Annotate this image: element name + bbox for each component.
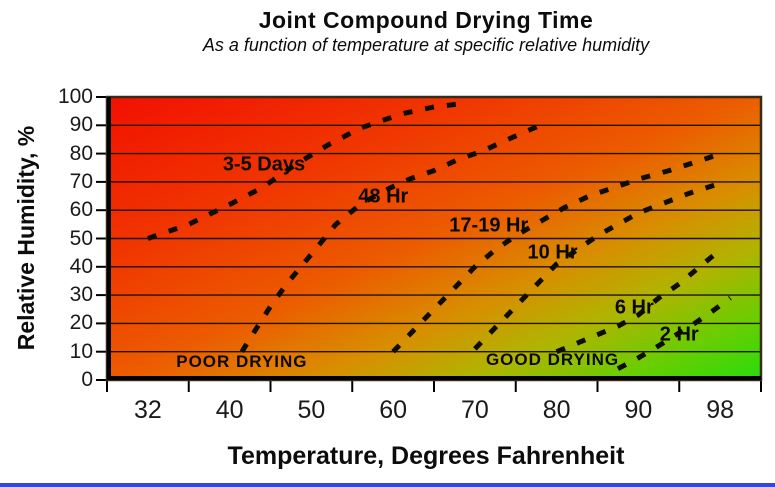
region-label: POOR DRYING: [176, 351, 308, 371]
x-tick-label: 98: [706, 396, 735, 424]
plot-area: [96, 95, 763, 392]
curve-label: 48 Hr: [358, 185, 409, 208]
y-tick-label: 30: [69, 283, 93, 307]
chart-subtitle: As a function of temperature at specific…: [202, 35, 650, 55]
curve-6-hr: [555, 247, 722, 355]
region-label: GOOD DRYING: [485, 350, 620, 370]
curve-17-19-hr: [391, 149, 726, 354]
curve-label: 6 Hr: [614, 296, 654, 319]
bottom-divider-line: [0, 483, 775, 487]
curve-label: 10 Hr: [527, 241, 578, 264]
chart-canvas: [96, 95, 763, 392]
x-axis-title: Temperature, Degrees Fahrenheit: [227, 442, 625, 470]
y-tick-label: 90: [69, 113, 93, 137]
curve-label: 3-5 Days: [222, 153, 306, 176]
x-tick-label: 90: [624, 396, 653, 424]
curve-label: 17-19 Hr: [449, 214, 529, 237]
y-axis-title: Relative Humidity, %: [13, 125, 39, 351]
chart-title: Joint Compound Drying Time: [258, 7, 594, 33]
curve-10-hr: [473, 180, 721, 351]
y-tick-label: 20: [69, 311, 93, 335]
curve-3-5-days: [147, 101, 459, 241]
curve-label: 2 Hr: [659, 323, 699, 346]
x-tick-label: 40: [215, 396, 244, 424]
x-tick-label: 60: [379, 396, 408, 424]
y-tick-label: 80: [69, 141, 93, 165]
curve-48-hr: [239, 123, 542, 354]
y-tick-label: 10: [69, 339, 93, 363]
x-tick-label: 70: [460, 396, 489, 424]
x-tick-label: 80: [542, 396, 571, 424]
y-tick-label: 0: [81, 368, 93, 391]
y-tick-label: 60: [69, 198, 93, 222]
y-tick-label: 100: [57, 85, 93, 108]
y-tick-label: 50: [69, 226, 93, 250]
y-tick-label: 70: [69, 169, 93, 193]
x-tick-label: 32: [133, 396, 162, 424]
curve-2-hr: [616, 295, 732, 371]
y-tick-label: 40: [69, 254, 93, 278]
x-tick-label: 50: [297, 396, 326, 424]
